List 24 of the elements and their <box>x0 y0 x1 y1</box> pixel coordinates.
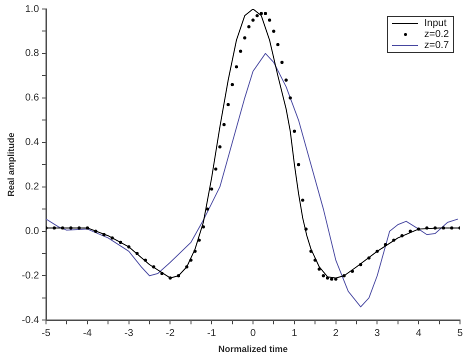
x-tick-label: 3 <box>374 328 380 339</box>
y-tick-label: 0.6 <box>25 92 40 104</box>
y-tick-label: 0.0 <box>25 226 40 238</box>
x-tick-label: 2 <box>333 328 340 339</box>
x-tick-label: -2 <box>166 328 176 339</box>
y-tick-label: -0.4 <box>22 314 40 326</box>
x-tick-label: 4 <box>416 328 422 339</box>
x-tick-label: -3 <box>124 328 134 339</box>
y-tick-label: 0.4 <box>25 137 40 148</box>
x-axis-title: Normalized time <box>218 344 288 354</box>
y-tick-label: 0.8 <box>25 48 40 60</box>
x-tick-label: -4 <box>82 328 92 339</box>
legend-label: z=0.2 <box>424 29 449 40</box>
x-tick-label: 1 <box>292 328 298 339</box>
y-tick-label: -0.2 <box>22 270 40 282</box>
y-axis-title: Real amplitude <box>6 132 16 197</box>
x-tick-label: -1 <box>207 328 216 339</box>
legend-label: z=0.7 <box>424 40 449 51</box>
x-tick-label: 0 <box>250 328 256 339</box>
y-tick-label: 0.2 <box>25 182 40 193</box>
legend-label: Input <box>424 18 446 29</box>
x-tick-label: -5 <box>42 328 51 339</box>
x-tick-label: 5 <box>457 328 464 339</box>
y-tick-label: 1.0 <box>25 4 40 15</box>
